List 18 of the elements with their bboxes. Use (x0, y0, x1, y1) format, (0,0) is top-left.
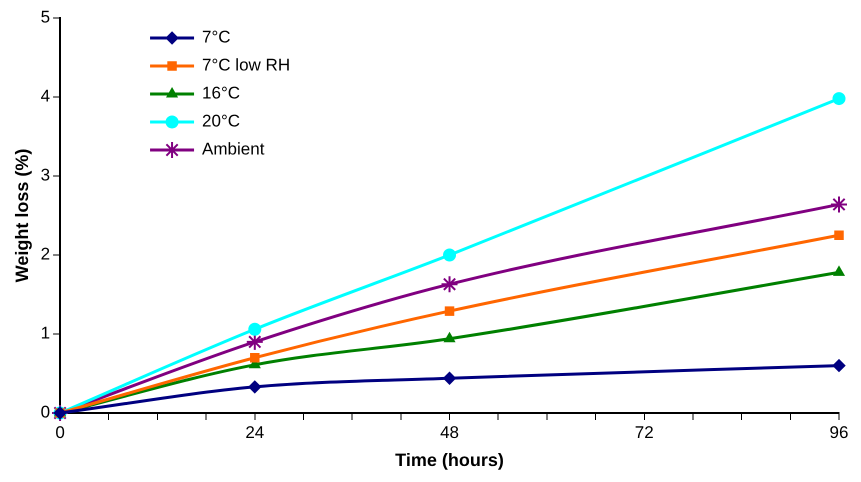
y-tick-label: 0 (40, 402, 50, 422)
legend-label: 20°C (202, 112, 240, 131)
legend-label: 7°C low RH (202, 56, 290, 75)
legend-label: 16°C (202, 84, 240, 103)
y-tick-label: 3 (40, 166, 50, 185)
x-tick-label: 24 (245, 422, 264, 442)
legend-label: Ambient (202, 140, 265, 159)
y-tick-label: 2 (40, 244, 50, 264)
y-tick-label: 1 (40, 324, 50, 343)
x-tick-label: 0 (55, 422, 65, 442)
legend-label: 7°C (202, 28, 231, 47)
y-tick-label: 4 (40, 86, 50, 106)
x-tick-label: 48 (440, 422, 459, 442)
x-tick-label: 96 (830, 422, 848, 442)
y-axis-title: Weight loss (%) (12, 148, 32, 282)
y-tick-label: 5 (40, 8, 50, 27)
x-tick-label: 72 (634, 422, 654, 442)
x-axis-title: Time (hours) (395, 450, 504, 470)
